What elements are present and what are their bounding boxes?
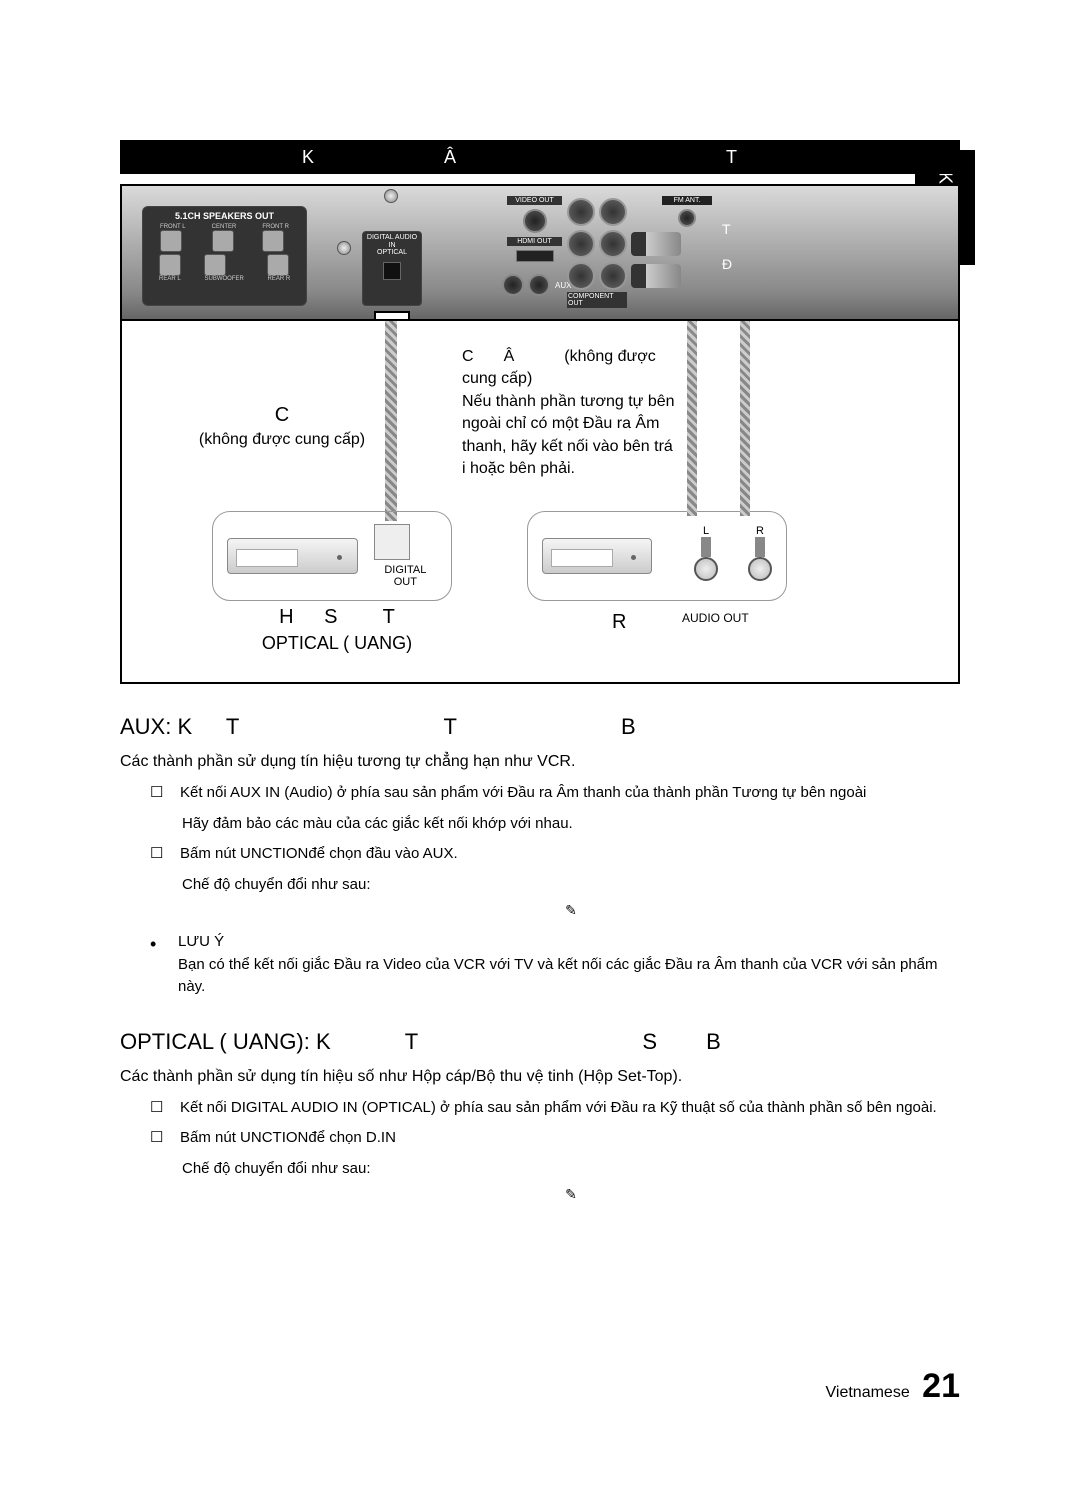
fm-port <box>678 209 696 227</box>
digital-audio-in-panel: DIGITAL AUDIO IN OPTICAL <box>362 231 422 306</box>
vcr-device: L R <box>527 511 787 601</box>
page-footer: Vietnamese 21 <box>826 1367 960 1406</box>
audio-cable <box>740 321 750 516</box>
set-top-box-device: DIGITAL OUT <box>212 511 452 601</box>
left-cable-label: C (không được cung cấp) <box>172 401 392 451</box>
title-frag-2: Â <box>444 147 456 168</box>
audio-cable-connector <box>631 264 681 288</box>
aux-intro: Các thành phần sử dụng tín hiệu tương tự… <box>120 750 960 774</box>
connection-diagram: 5.1CH SPEAKERS OUT FRONT L CENTER FRONT … <box>120 184 960 684</box>
audio-out-label: AUDIO OUT <box>682 611 749 625</box>
pencil-icon: ✎ <box>563 902 579 918</box>
rca-plug-l <box>694 537 718 587</box>
optical-port <box>383 262 401 280</box>
aux-step-1-sub: Hãy đảm bảo các màu của các giắc kết nối… <box>182 813 960 836</box>
aux-port-l <box>502 274 524 296</box>
optical-port-highlight <box>374 311 410 321</box>
speaker-terminal <box>204 254 226 276</box>
aux-step-2: ☐ Bấm nút UNCTIONđể chọn đầu vào AUX. <box>150 843 960 866</box>
optical-step-2: ☐ Bấm nút UNCTIONđể chọn D.IN <box>150 1127 960 1150</box>
device-box-icon <box>227 538 358 574</box>
left-device-label: H S T OPTICAL ( UANG) <box>222 606 452 654</box>
optical-heading: OPTICAL ( UANG): K T S B <box>120 1029 960 1055</box>
component-port <box>567 262 595 290</box>
rca-port <box>523 209 547 233</box>
digital-out-port <box>374 524 410 560</box>
speaker-terminal <box>262 230 284 252</box>
component-port <box>599 198 627 226</box>
rca-plug-r <box>748 537 772 587</box>
aux-heading: AUX: K T T B <box>120 714 960 740</box>
right-device-label: R <box>612 611 626 634</box>
speaker-terminal <box>159 254 181 276</box>
callout-label: Đ <box>722 256 732 272</box>
speakers-out-panel: 5.1CH SPEAKERS OUT FRONT L CENTER FRONT … <box>142 206 307 306</box>
speaker-terminal <box>160 230 182 252</box>
optical-step-2-sub: Chế độ chuyển đổi như sau: <box>182 1158 960 1181</box>
component-port <box>599 230 627 258</box>
hdmi-port <box>516 250 554 262</box>
component-port <box>567 198 595 226</box>
screw-icon <box>384 189 398 203</box>
aux-step-1: ☐ Kết nối AUX IN (Audio) ở phía sau sản … <box>150 782 960 805</box>
audio-cable-connector <box>631 232 681 256</box>
rear-panel: 5.1CH SPEAKERS OUT FRONT L CENTER FRONT … <box>122 186 958 321</box>
right-cable-text: CÂ(không được cung cấp) Nếu thành phần t… <box>462 346 742 480</box>
footer-language: Vietnamese <box>826 1384 910 1401</box>
footer-page-number: 21 <box>922 1367 960 1405</box>
speaker-terminal <box>267 254 289 276</box>
component-port <box>599 262 627 290</box>
callout-label: T <box>722 221 731 237</box>
optical-step-1: ☐ Kết nối DIGITAL AUDIO IN (OPTICAL) ở p… <box>150 1097 960 1120</box>
pencil-icon: ✎ <box>563 1186 579 1202</box>
title-frag-3: T <box>726 147 737 168</box>
aux-note: • LƯU Ý Bạn có thể kết nối giắc Đầu ra V… <box>150 931 960 999</box>
fm-antenna-panel: FM ANT. <box>662 196 712 231</box>
screw-icon <box>337 241 351 255</box>
speakers-out-label: 5.1CH SPEAKERS OUT <box>147 211 302 221</box>
title-frag-1: K <box>302 147 314 168</box>
component-port <box>567 230 595 258</box>
speaker-terminal <box>212 230 234 252</box>
aux-port-r <box>528 274 550 296</box>
audio-cable <box>687 321 697 516</box>
device-box-icon <box>542 538 652 574</box>
optical-intro: Các thành phần sử dụng tín hiệu số như H… <box>120 1065 960 1089</box>
section-title-bar: K Â T <box>120 140 960 174</box>
aux-step-2-sub: Chế độ chuyển đổi như sau: <box>182 874 960 897</box>
